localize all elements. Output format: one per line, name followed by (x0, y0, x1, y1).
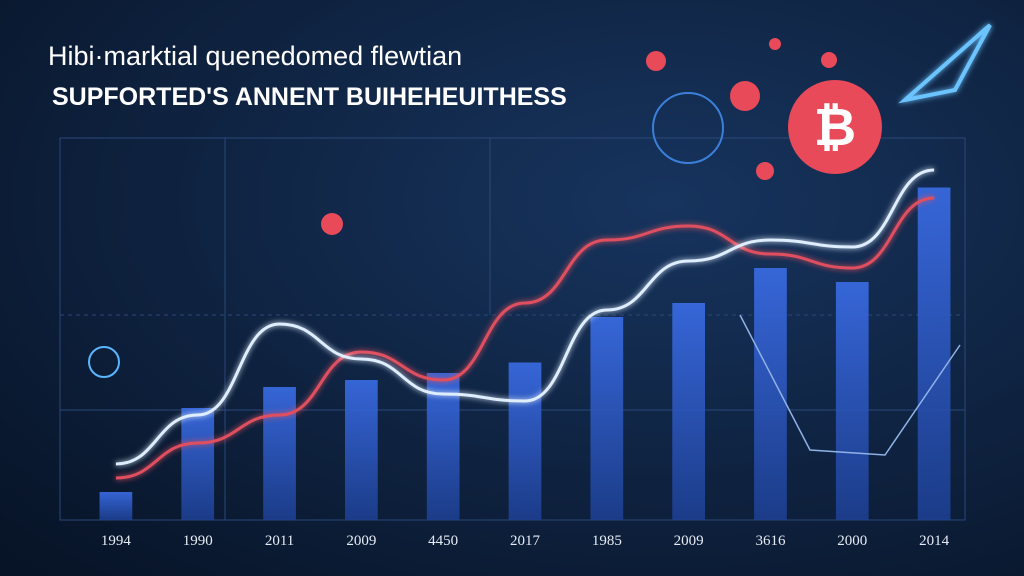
bar (263, 387, 296, 520)
x-tick-label: 1994 (101, 533, 132, 549)
x-tick-label: 2014 (919, 533, 950, 549)
x-tick-label: 1990 (183, 533, 213, 549)
arrow-head (898, 23, 992, 104)
bar (754, 268, 787, 520)
line-series (115, 168, 935, 466)
line-series (115, 196, 935, 480)
bar (835, 282, 869, 520)
x-tick-label: 2011 (265, 533, 294, 549)
x-tick-label: 1985 (592, 533, 622, 549)
bar (181, 408, 215, 520)
x-tick-label: 4450 (428, 533, 458, 549)
bar (426, 373, 460, 520)
chart-subtitle: SUPFORTED'S ANNENT BUIHEHEUITHESS (52, 83, 567, 111)
bar (345, 380, 378, 520)
bar (917, 187, 951, 520)
bar (672, 303, 705, 520)
thin-line (739, 314, 961, 456)
x-tick-label: 2009 (674, 533, 704, 549)
bar (590, 317, 624, 520)
chart-title: Hibi·marktial quenedomed flewtian (48, 41, 462, 71)
x-tick-label: 2000 (837, 533, 867, 549)
svg-text:₿: ₿ (814, 98, 856, 158)
bar (99, 492, 133, 520)
x-tick-label: 2017 (510, 533, 541, 549)
x-tick-label: 3616 (755, 533, 786, 549)
x-tick-label: 2009 (346, 533, 376, 549)
bar (508, 362, 542, 520)
bitcoin-icon: ₿ (88, 38, 882, 378)
